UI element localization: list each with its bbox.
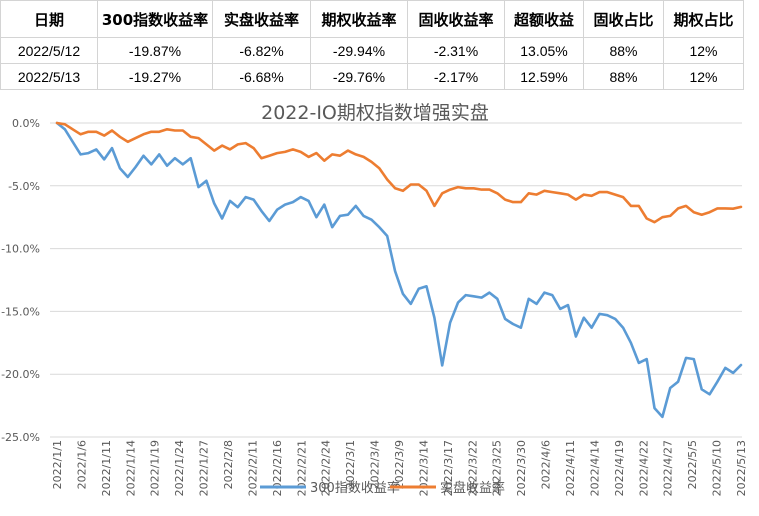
table-cell[interactable]: -2.17% <box>407 63 505 90</box>
x-tick-label: 2022/4/14 <box>588 440 601 496</box>
x-tick-label: 2022/3/17 <box>442 440 455 496</box>
table-cell[interactable]: -19.87% <box>97 37 213 64</box>
x-tick-label: 2022/5/13 <box>735 440 748 496</box>
table-cell[interactable]: 2022/5/12 <box>0 37 98 64</box>
x-axis: 2022/1/1 2022/1/6 2022/1/11 2022/1/14 2022/1… <box>51 440 748 496</box>
header-option-share[interactable]: 期权占比 <box>663 0 744 38</box>
summary-table: 日期 300指数收益率 实盘收益率 期权收益率 固收收益率 超额收益 固收占比 … <box>0 0 744 90</box>
x-tick-label: 2022/2/21 <box>295 440 308 496</box>
header-option-return[interactable]: 期权收益率 <box>310 0 408 38</box>
x-tick-label: 2022/4/6 <box>540 440 553 489</box>
x-tick-label: 2022/3/22 <box>466 440 479 496</box>
y-axis: 0.0% -5.0% -10.0% -15.0% -20.0% -25.0% <box>1 117 40 444</box>
x-tick-label: 2022/4/11 <box>564 440 577 496</box>
x-tick-label: 2022/3/9 <box>393 440 406 489</box>
table-row: 2022/5/13 -19.27% -6.68% -29.76% -2.17% … <box>0 63 744 90</box>
x-tick-label: 2022/1/19 <box>149 440 162 496</box>
x-tick-label: 2022/3/30 <box>515 440 528 496</box>
x-tick-label: 2022/2/24 <box>320 440 333 496</box>
table-cell[interactable]: -29.76% <box>310 63 408 90</box>
legend[interactable]: 300指数收益率 实盘收益率 <box>260 480 505 496</box>
table-cell[interactable]: -29.94% <box>310 37 408 64</box>
table-cell[interactable]: -2.31% <box>407 37 505 64</box>
x-tick-label: 2022/2/11 <box>246 440 259 496</box>
legend-label-live: 实盘收益率 <box>440 480 505 496</box>
x-tick-label: 2022/3/14 <box>417 440 430 496</box>
y-tick-label: -10.0% <box>1 243 40 256</box>
x-tick-label: 2022/4/27 <box>662 440 675 496</box>
table-header-row: 日期 300指数收益率 实盘收益率 期权收益率 固收收益率 超额收益 固收占比 … <box>0 0 744 38</box>
x-tick-label: 2022/4/19 <box>613 440 626 496</box>
header-fixed-income-return[interactable]: 固收收益率 <box>407 0 505 38</box>
x-tick-label: 2022/1/11 <box>100 440 113 496</box>
y-tick-label: -15.0% <box>1 305 40 318</box>
x-tick-label: 2022/4/22 <box>637 440 650 496</box>
table-cell[interactable]: 88% <box>583 63 664 90</box>
x-tick-label: 2022/1/1 <box>51 440 64 489</box>
x-tick-label: 2022/3/25 <box>491 440 504 496</box>
header-index300-return[interactable]: 300指数收益率 <box>97 0 213 38</box>
table-cell[interactable]: -6.68% <box>212 63 311 90</box>
y-tick-label: -20.0% <box>1 368 40 381</box>
legend-label-index300: 300指数收益率 <box>310 480 400 496</box>
table-cell[interactable]: -19.27% <box>97 63 213 90</box>
line-chart[interactable]: 2022-IO期权指数增强实盘 0.0% -5.0% -10.0% -15.0% -20… <box>0 92 759 516</box>
x-tick-label: 2022/2/16 <box>271 440 284 496</box>
x-tick-label: 2022/1/27 <box>198 440 211 496</box>
x-tick-label: 2022/5/10 <box>711 440 724 496</box>
header-fixed-income-share[interactable]: 固收占比 <box>583 0 664 38</box>
x-tick-label: 2022/5/5 <box>686 440 699 489</box>
table-cell[interactable]: 88% <box>583 37 664 64</box>
table-cell[interactable]: 13.05% <box>504 37 584 64</box>
x-tick-label: 2022/1/14 <box>124 440 137 496</box>
x-tick-label: 2022/3/1 <box>344 440 357 489</box>
table-cell[interactable]: 12.59% <box>504 63 584 90</box>
chart-title: 2022-IO期权指数增强实盘 <box>261 102 489 124</box>
x-tick-label: 2022/1/24 <box>173 440 186 496</box>
x-tick-label: 2022/3/4 <box>369 440 382 489</box>
table-cell[interactable]: 12% <box>663 63 744 90</box>
y-tick-label: 0.0% <box>12 117 40 130</box>
y-tick-label: -25.0% <box>1 431 40 444</box>
x-tick-label: 2022/1/6 <box>75 440 88 489</box>
table-cell[interactable]: 12% <box>663 37 744 64</box>
header-excess-return[interactable]: 超额收益 <box>504 0 584 38</box>
header-live-return[interactable]: 实盘收益率 <box>212 0 311 38</box>
table-row: 2022/5/12 -19.87% -6.82% -29.94% -2.31% … <box>0 37 744 64</box>
series-lines <box>55 121 743 419</box>
gridlines <box>50 122 742 438</box>
header-date[interactable]: 日期 <box>0 0 98 38</box>
table-cell[interactable]: 2022/5/13 <box>0 63 98 90</box>
series-line-live <box>55 121 743 224</box>
x-tick-label: 2022/2/8 <box>222 440 235 489</box>
series-line-index300 <box>55 121 743 419</box>
table-cell[interactable]: -6.82% <box>212 37 311 64</box>
y-tick-label: -5.0% <box>8 180 40 193</box>
